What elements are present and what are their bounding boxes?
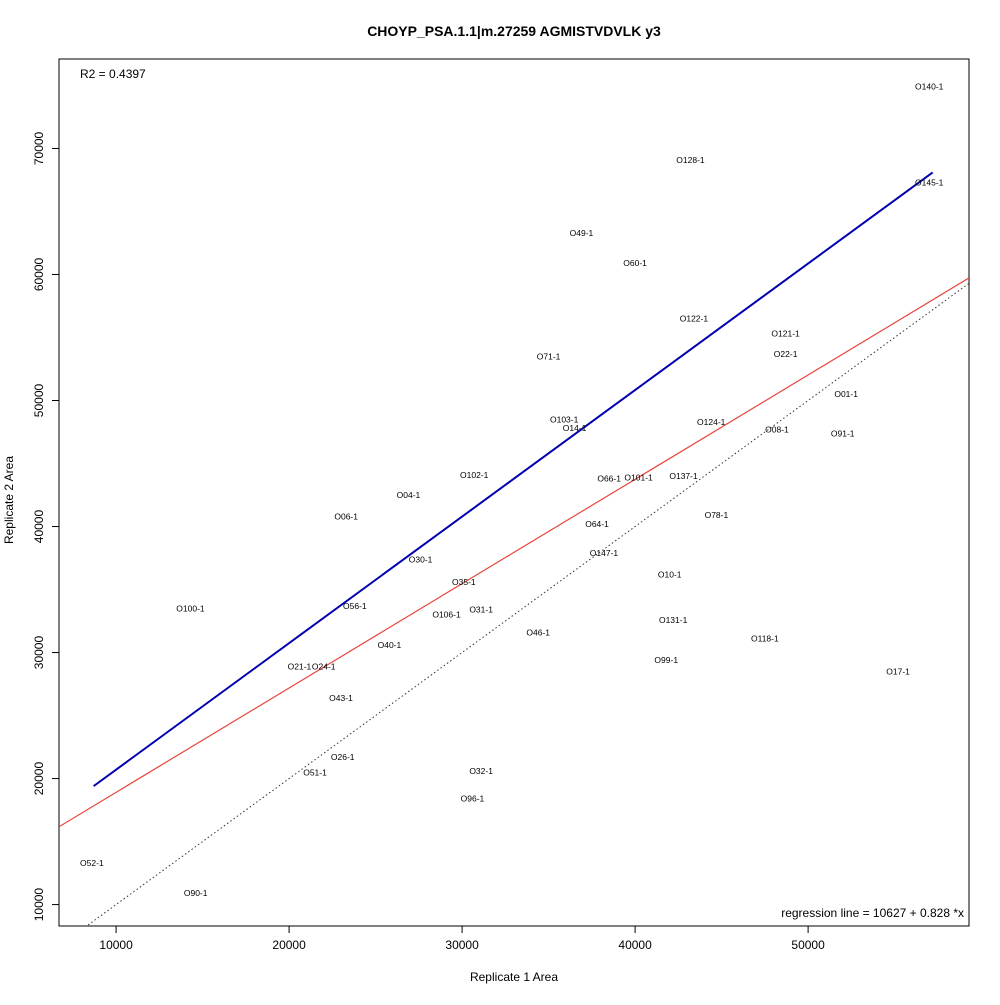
point-label: O64-1 [585, 519, 609, 529]
y-tick-label: 70000 [32, 131, 46, 165]
point-label: O103-1 [550, 414, 579, 424]
point-label: O78-1 [705, 510, 729, 520]
point-label: O30-1 [409, 554, 433, 564]
x-tick-label: 10000 [99, 938, 133, 952]
point-label: O21-1 [288, 661, 312, 671]
point-label: O08-1 [765, 424, 789, 434]
point-label: O10-1 [658, 569, 682, 579]
point-label: O100-1 [176, 603, 205, 613]
point-label: O51-1 [303, 767, 327, 777]
point-label: O52-1 [80, 858, 104, 868]
x-tick-label: 30000 [445, 938, 479, 952]
point-label: O131-1 [659, 615, 688, 625]
point-label: O101-1 [624, 472, 653, 482]
identity-line [85, 282, 969, 926]
point-label: O43-1 [329, 693, 353, 703]
y-tick-label: 20000 [32, 762, 46, 796]
point-label: O56-1 [343, 601, 367, 611]
x-axis-ticks: 10000 20000 30000 40000 50000 [99, 926, 825, 952]
point-label: O121-1 [771, 329, 800, 339]
point-label: O147-1 [590, 548, 619, 558]
point-label: O137-1 [669, 471, 698, 481]
plot-frame [58, 58, 970, 927]
x-tick-label: 50000 [791, 938, 825, 952]
point-label: O145-1 [915, 177, 944, 187]
reference-lines [59, 171, 969, 926]
point-label: O46-1 [526, 627, 550, 637]
y-tick-label: 30000 [32, 636, 46, 670]
y-tick-label: 60000 [32, 257, 46, 291]
point-label: O22-1 [774, 349, 798, 359]
point-label: O24-1 [312, 661, 336, 671]
point-label: O31-1 [469, 605, 493, 615]
point-label: O90-1 [184, 888, 208, 898]
point-labels: O140-1 O128-1 O145-1 O49-1 O60-1 O122-1 O121-1… [80, 82, 944, 899]
point-label: O124-1 [697, 417, 726, 427]
y-tick-label: 10000 [32, 888, 46, 922]
point-label: O01-1 [834, 389, 858, 399]
point-label: O35-1 [452, 577, 476, 587]
point-label: O102-1 [460, 470, 489, 480]
x-tick-label: 40000 [618, 938, 652, 952]
point-label: O40-1 [378, 640, 402, 650]
point-label: O06-1 [334, 511, 358, 521]
regression-annotation: regression line = 10627 + 0.828 *x [781, 906, 964, 920]
point-label: O128-1 [676, 155, 705, 165]
y-axis-ticks: 10000 20000 30000 40000 50000 60000 70000 [32, 131, 59, 921]
point-label: O17-1 [886, 666, 910, 676]
point-label: O32-1 [469, 766, 493, 776]
point-label: O91-1 [831, 428, 855, 438]
point-label: O26-1 [331, 752, 355, 762]
point-label: O60-1 [623, 258, 647, 268]
point-label: O14-1 [563, 423, 587, 433]
y-axis-label: Replicate 2 Area [2, 456, 16, 544]
point-label: O99-1 [654, 655, 678, 665]
x-tick-label: 20000 [272, 938, 306, 952]
fit-line [93, 171, 934, 787]
point-label: O04-1 [397, 490, 421, 500]
regression-line [59, 277, 969, 828]
point-label: O122-1 [680, 314, 709, 324]
y-tick-label: 40000 [32, 510, 46, 544]
point-label: O118-1 [751, 634, 779, 644]
point-label: O66-1 [597, 474, 621, 484]
chart-title: CHOYP_PSA.1.1|m.27259 AGMISTVDVLK y3 [367, 23, 661, 39]
y-tick-label: 50000 [32, 383, 46, 417]
point-label: O140-1 [915, 82, 944, 92]
point-label: O106-1 [432, 610, 461, 620]
point-label: O96-1 [461, 794, 485, 804]
r2-annotation: R2 = 0.4397 [80, 67, 146, 81]
x-axis-label: Replicate 1 Area [470, 970, 558, 984]
point-label: O71-1 [537, 351, 561, 361]
point-label: O49-1 [570, 228, 594, 238]
